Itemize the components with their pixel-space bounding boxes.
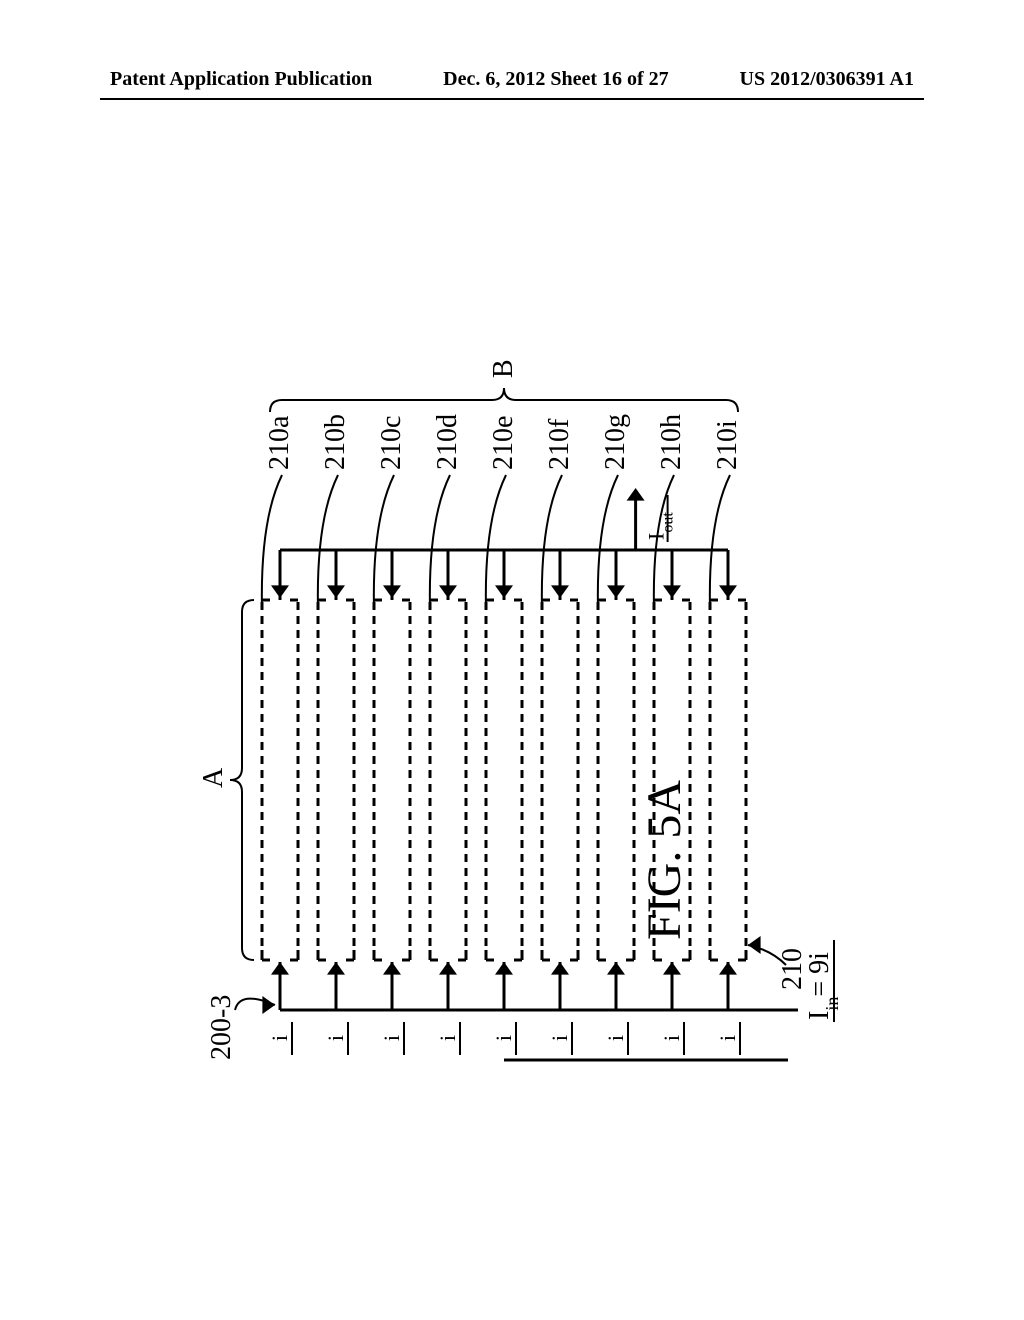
svg-text:i: i [715,1035,740,1041]
svg-text:i: i [547,1035,572,1041]
svg-text:210e: 210e [488,416,519,470]
svg-text:210h: 210h [656,414,687,470]
svg-text:B: B [488,359,519,378]
svg-text:Iout: Iout [644,512,677,540]
svg-text:i: i [603,1035,628,1041]
svg-text:i: i [323,1035,348,1041]
svg-text:210b: 210b [320,414,351,470]
svg-text:i: i [267,1035,292,1041]
figure-5a-diagram: i 210a i 210b i 210c i 210d i 210e i 210f i 210g i 210h… [200,180,850,1080]
svg-text:i: i [491,1035,516,1041]
svg-text:i: i [659,1035,684,1041]
svg-text:Iin= 9i: Iin= 9i [804,952,842,1020]
svg-text:210g: 210g [600,414,631,470]
svg-text:i: i [379,1035,404,1041]
svg-text:210c: 210c [376,416,407,470]
header-center: Dec. 6, 2012 Sheet 16 of 27 [443,68,669,91]
svg-text:210i: 210i [712,420,743,470]
svg-text:i: i [435,1035,460,1041]
svg-text:200-3: 200-3 [206,995,237,1060]
header-right: US 2012/0306391 A1 [740,68,914,91]
svg-text:210f: 210f [544,418,575,470]
header-rule [100,98,924,100]
svg-text:210d: 210d [432,414,463,470]
svg-text:A: A [200,767,229,788]
svg-text:210a: 210a [264,415,295,470]
header-left: Patent Application Publication [110,68,372,91]
svg-text:FIG. 5A: FIG. 5A [638,780,691,940]
page-header: Patent Application Publication Dec. 6, 2… [0,68,1024,91]
